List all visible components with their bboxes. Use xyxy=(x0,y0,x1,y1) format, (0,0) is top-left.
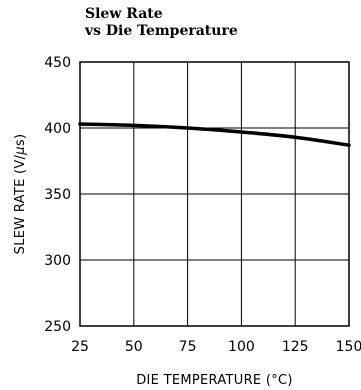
x-axis-label-text: DIE TEMPERATURE ( xyxy=(136,373,271,388)
chart-title-line-2: vs Die Temperature xyxy=(85,23,238,39)
chart-title: Slew Rate vs Die Temperature xyxy=(85,6,238,40)
y-tick-label: 400 xyxy=(44,121,71,137)
y-axis-label: SLEW RATE (V/μs) xyxy=(13,134,28,255)
plot-frame xyxy=(79,61,350,327)
x-tick-label: 100 xyxy=(228,339,255,355)
x-tick-label: 25 xyxy=(71,339,89,355)
y-tick-label: 250 xyxy=(44,319,71,335)
chart-title-line-1: Slew Rate xyxy=(85,6,163,22)
mu-symbol: μ xyxy=(13,146,28,156)
y-axis-label-unit: s) xyxy=(13,134,28,146)
grid xyxy=(80,62,349,326)
series-line xyxy=(78,122,351,147)
x-tick-label: 150 xyxy=(336,339,361,355)
y-tick-label: 450 xyxy=(44,55,71,71)
x-tick-label: 50 xyxy=(125,339,143,355)
x-tick-label: 75 xyxy=(179,339,197,355)
x-axis-label-unit: °C) xyxy=(271,373,293,388)
x-tick-labels: 25 50 75 100 125 150 xyxy=(71,339,361,355)
y-axis-label-text: SLEW RATE (V/ xyxy=(13,154,28,254)
y-tick-labels: 250 300 350 400 450 xyxy=(44,55,71,335)
x-tick-label: 125 xyxy=(282,339,309,355)
y-tick-label: 350 xyxy=(44,187,71,203)
y-tick-label: 300 xyxy=(44,253,71,269)
x-axis-label: DIE TEMPERATURE (°C) xyxy=(136,373,293,388)
series-layer xyxy=(78,122,351,147)
